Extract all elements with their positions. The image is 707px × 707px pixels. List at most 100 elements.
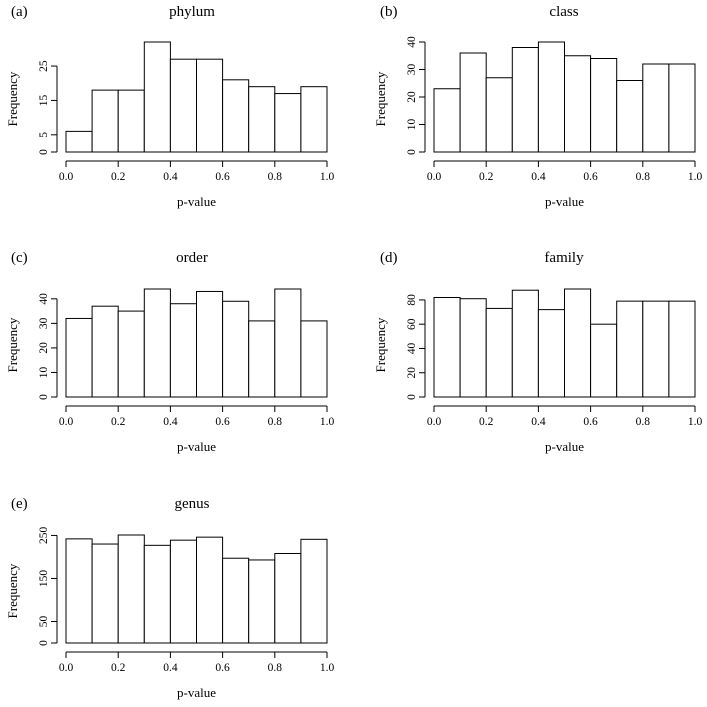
x-tick-label: 0.8 — [636, 416, 651, 428]
histogram-panel-phylum: (a) phylum 0.0 0.2 0.4 0.6 0.8 1.0 p-value 0 5 15 25… — [5, 4, 334, 209]
panel-label: (e) — [11, 496, 28, 512]
y-axis-label: Frequency — [373, 317, 388, 372]
histogram-bar — [511, 289, 539, 398]
y-tick-label: 5 — [38, 132, 50, 138]
histogram-panel-family: (d) family 0.0 0.2 0.4 0.6 0.8 1.0 p-value 0 20 40 6… — [373, 250, 702, 454]
y-tick-label: 30 — [38, 317, 50, 329]
histogram-bar — [65, 130, 93, 153]
x-axis-label: p-value — [177, 685, 216, 700]
x-tick-label: 0.4 — [163, 416, 178, 428]
histogram-panel-genus: (e) genus 0.0 0.2 0.4 0.6 0.8 1.0 p-value 0 50 150 2… — [5, 496, 334, 700]
x-tick-label: 0.6 — [215, 171, 230, 183]
panel-label: (c) — [11, 250, 28, 266]
panel-label: (b) — [380, 4, 398, 20]
y-tick-label: 0 — [406, 149, 418, 155]
histogram-bar — [511, 47, 539, 153]
histogram-bar — [300, 320, 328, 398]
histogram-bar — [274, 288, 302, 398]
panel-label: (a) — [11, 4, 28, 20]
y-tick-label: 50 — [38, 615, 50, 627]
chart-title: phylum — [169, 4, 215, 20]
y-tick-label: 30 — [406, 64, 418, 76]
y-tick-label: 20 — [406, 367, 418, 379]
y-tick-label: 40 — [38, 293, 50, 305]
histogram-bar — [248, 320, 276, 398]
histogram-bar — [668, 63, 696, 153]
x-tick-label: 0.6 — [583, 416, 598, 428]
x-tick-label: 0.6 — [583, 171, 598, 183]
y-axis-label: Frequency — [5, 317, 20, 372]
x-tick-label: 0.4 — [163, 662, 178, 674]
y-tick-label: 150 — [38, 570, 50, 588]
x-axis-label: p-value — [177, 439, 216, 454]
histogram-bar — [117, 534, 145, 644]
histogram-bar — [564, 55, 592, 153]
histogram-bar — [459, 298, 487, 398]
histogram-bar — [91, 305, 119, 398]
histogram-panel-order: (c) order 0.0 0.2 0.4 0.6 0.8 1.0 p-value 0 10 20 30… — [5, 250, 334, 454]
histogram-bar — [642, 63, 670, 153]
histogram-bar — [222, 300, 250, 398]
histogram-bar — [196, 536, 224, 644]
histogram-bar — [91, 89, 119, 153]
x-tick-label: 0.4 — [531, 416, 546, 428]
histogram-bar — [91, 543, 119, 644]
y-tick-label: 40 — [406, 36, 418, 48]
x-tick-label: 0.0 — [59, 416, 74, 428]
y-axis-label: Frequency — [5, 563, 20, 618]
histogram-bar — [196, 290, 224, 398]
x-tick-label: 0.8 — [268, 662, 283, 674]
x-axis-label: p-value — [545, 194, 584, 209]
histogram-bar — [433, 88, 461, 153]
histogram-bar — [65, 538, 93, 644]
panel-label: (d) — [380, 250, 398, 266]
histogram-bar — [143, 288, 171, 398]
histogram-bar — [248, 86, 276, 153]
histogram-bar — [117, 89, 145, 153]
histogram-bar — [433, 296, 461, 398]
y-axis-label: Frequency — [373, 71, 388, 126]
histogram-bar — [169, 303, 197, 398]
histogram-bar — [274, 93, 302, 153]
histogram-bar — [300, 538, 328, 644]
y-tick-label: 0 — [38, 149, 50, 155]
histogram-bar — [169, 58, 197, 153]
histogram-bar — [590, 58, 618, 153]
histogram-bar — [143, 544, 171, 644]
histogram-bar — [590, 323, 618, 398]
y-tick-label: 60 — [406, 318, 418, 330]
x-tick-label: 0.2 — [111, 662, 126, 674]
y-tick-label: 20 — [406, 91, 418, 103]
x-tick-label: 0.4 — [163, 171, 178, 183]
x-tick-label: 0.0 — [59, 662, 74, 674]
y-tick-label: 10 — [406, 119, 418, 131]
y-tick-label: 40 — [406, 342, 418, 354]
y-tick-label: 20 — [38, 342, 50, 354]
chart-title: order — [176, 250, 208, 266]
x-tick-label: 1.0 — [688, 171, 703, 183]
y-tick-label: 250 — [38, 527, 50, 545]
y-tick-label: 25 — [38, 60, 50, 72]
y-tick-label: 10 — [38, 366, 50, 378]
x-tick-label: 0.0 — [427, 171, 442, 183]
histogram-bar — [169, 539, 197, 644]
chart-title: class — [549, 4, 578, 20]
histogram-bar — [485, 307, 513, 398]
x-tick-label: 0.4 — [531, 171, 546, 183]
x-axis-label: p-value — [545, 439, 584, 454]
y-axis-label: Frequency — [5, 71, 20, 126]
histogram-bar — [668, 300, 696, 398]
histogram-bar — [616, 300, 644, 398]
histogram-bar — [222, 557, 250, 644]
histogram-bar — [537, 309, 566, 398]
x-tick-label: 0.8 — [268, 171, 283, 183]
histogram-bar — [485, 77, 513, 153]
y-tick-label: 80 — [406, 294, 418, 306]
histogram-bar — [65, 317, 93, 398]
histogram-bar — [248, 559, 276, 644]
histogram-bar — [616, 80, 644, 153]
y-tick-label: 0 — [406, 394, 418, 400]
histogram-bar — [300, 86, 328, 153]
histogram-bar — [117, 310, 145, 398]
